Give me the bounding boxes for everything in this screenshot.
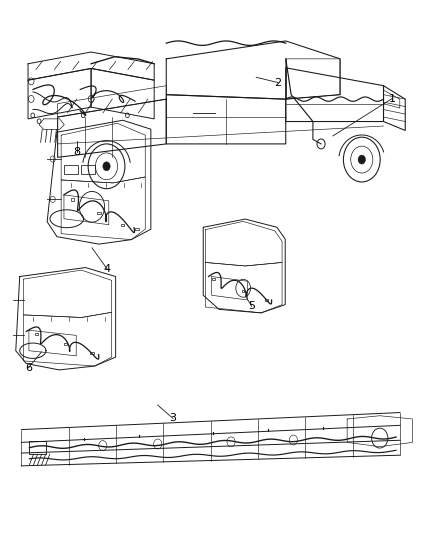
Circle shape bbox=[358, 155, 365, 164]
Bar bbox=[212, 278, 215, 280]
Text: 3: 3 bbox=[170, 414, 177, 423]
Bar bbox=[71, 198, 74, 200]
Bar bbox=[242, 289, 244, 292]
Bar bbox=[90, 352, 94, 354]
Bar bbox=[29, 441, 46, 454]
Bar bbox=[97, 212, 101, 214]
Text: 4: 4 bbox=[104, 264, 111, 274]
Bar bbox=[64, 165, 78, 174]
Circle shape bbox=[103, 162, 110, 171]
Text: 1: 1 bbox=[389, 94, 396, 103]
Bar bbox=[35, 333, 39, 335]
Bar bbox=[135, 228, 138, 230]
Bar bbox=[81, 165, 95, 174]
Bar bbox=[121, 223, 124, 226]
Text: 5: 5 bbox=[248, 302, 255, 311]
Text: 8: 8 bbox=[73, 147, 80, 157]
Text: 6: 6 bbox=[25, 363, 32, 373]
Bar bbox=[265, 299, 268, 301]
Bar bbox=[64, 343, 67, 345]
Text: 2: 2 bbox=[275, 78, 282, 87]
